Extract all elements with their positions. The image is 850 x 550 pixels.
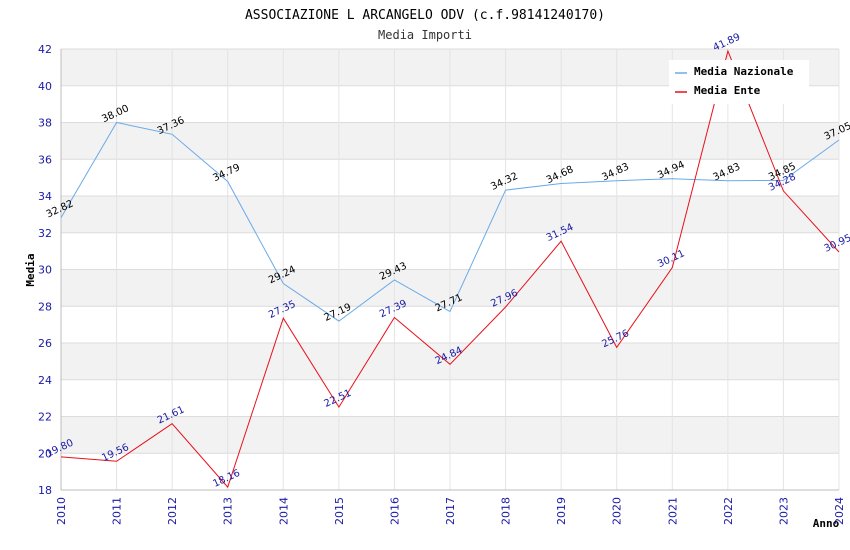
x-tick-label: 2012	[166, 497, 179, 525]
y-tick-label: 18	[38, 484, 52, 497]
y-tick-label: 26	[38, 337, 52, 350]
y-tick-label: 38	[38, 117, 52, 130]
y-axis-label: Media	[24, 253, 37, 286]
y-tick-label: 24	[38, 374, 52, 387]
x-tick-label: 2022	[722, 497, 735, 525]
x-tick-label: 2020	[611, 497, 624, 525]
y-tick-label: 36	[38, 153, 52, 166]
series-lines	[60, 49, 840, 489]
y-tick-label: 32	[38, 227, 52, 240]
y-tick-label: 40	[38, 80, 52, 93]
legend-label-nazionale: Media Nazionale	[694, 65, 794, 78]
chart-subtitle: Media Importi	[378, 28, 472, 42]
x-tick-label: 2011	[111, 497, 124, 525]
x-axis-ticks: 2010 2011 2012 2013 2014 2015 2016 2017 2018 2019…	[55, 497, 846, 525]
x-tick-label: 2017	[444, 497, 457, 525]
y-tick-label: 42	[38, 43, 52, 56]
x-tick-label: 2019	[555, 497, 568, 525]
x-tick-label: 2015	[333, 497, 346, 525]
y-tick-label: 30	[38, 264, 52, 277]
series-line-nazionale	[60, 121, 840, 322]
x-tick-label: 2016	[388, 497, 401, 525]
legend: Media Nazionale Media Ente	[669, 60, 809, 104]
y-tick-label: 20	[38, 447, 52, 460]
legend-box	[669, 60, 809, 104]
x-tick-label: 2013	[222, 497, 235, 525]
x-axis-label: Anno	[813, 517, 840, 530]
x-tick-label: 2023	[777, 497, 790, 525]
x-tick-label: 2010	[55, 497, 68, 525]
chart-title: ASSOCIAZIONE L ARCANGELO ODV (c.f.981412…	[245, 8, 605, 23]
y-tick-label: 22	[38, 411, 52, 424]
x-tick-label: 2018	[500, 497, 513, 525]
x-tick-label: 2024	[833, 497, 846, 525]
y-tick-label: 28	[38, 300, 52, 313]
legend-label-ente: Media Ente	[694, 84, 761, 97]
y-axis-ticks: 18 20 22 24 26 28 30 32 34 36 38 40 42	[38, 43, 52, 497]
x-tick-label: 2021	[666, 497, 679, 525]
y-tick-label: 34	[38, 190, 52, 203]
x-tick-label: 2014	[277, 497, 290, 525]
series-line-ente	[60, 49, 840, 489]
